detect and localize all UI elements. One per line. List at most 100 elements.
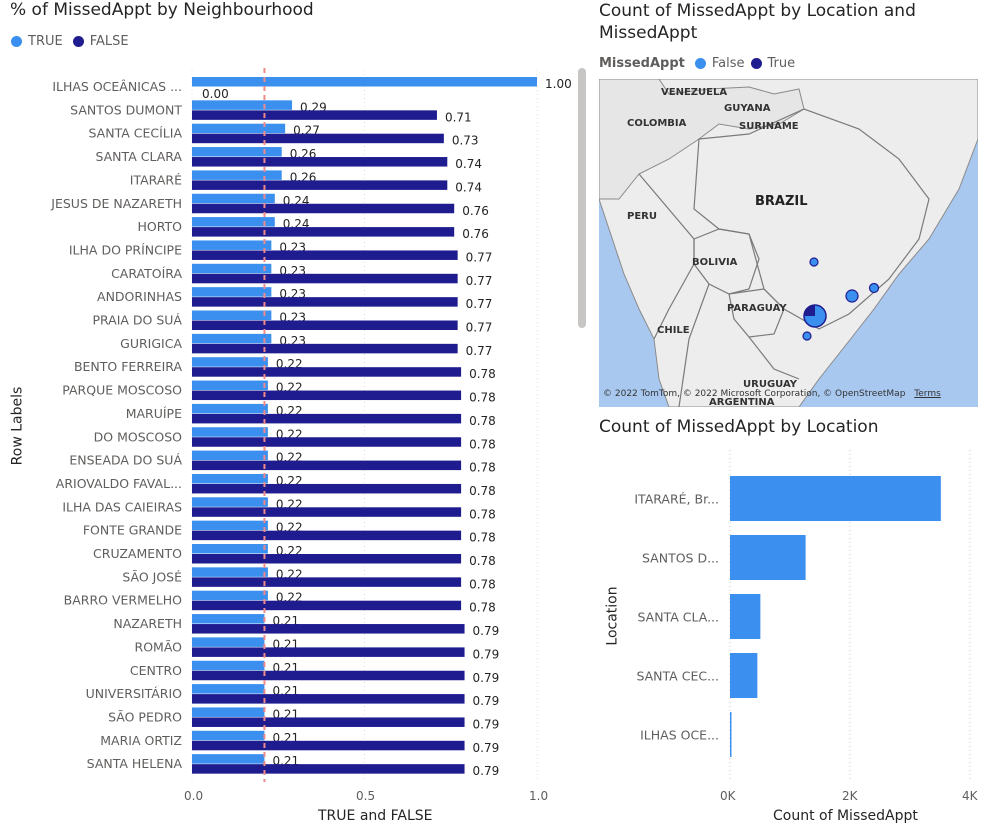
- map-label-venezuela: VENEZUELA: [661, 87, 728, 98]
- map-label-chile: CHILE: [657, 325, 690, 336]
- left-bar-true: [192, 567, 268, 577]
- left-category-label: BARRO VERMELHO: [64, 593, 182, 608]
- left-bar-true: [192, 240, 272, 250]
- left-data-label-false: 0.78: [469, 507, 496, 521]
- left-category-label: SANTA CECÍLIA: [89, 126, 183, 141]
- bubble-santa-clara[interactable]: [868, 282, 880, 294]
- left-data-label-false: 0.79: [473, 624, 500, 638]
- left-data-label-false: 0.77: [466, 297, 493, 311]
- left-bar-true: [192, 380, 268, 391]
- left-category-label: PRAIA DO SUÁ: [92, 313, 182, 328]
- left-data-label-false: 0.79: [473, 741, 500, 755]
- map-terms-link[interactable]: Terms: [914, 389, 941, 399]
- right-bar: [730, 476, 941, 521]
- left-category-label: SANTA HELENA: [87, 756, 183, 771]
- right-xtick-2: 4K: [962, 789, 978, 803]
- left-data-label-false: 0.71: [445, 110, 472, 124]
- left-category-label: HORTO: [138, 219, 183, 234]
- left-data-label-false: 0.74: [455, 180, 482, 194]
- left-category-label: ROMÃO: [135, 639, 183, 654]
- map-legend-false-label: False: [711, 56, 745, 71]
- right-category-label: ITARARÉ, Br...: [634, 492, 719, 507]
- map-copyright-text: © 2022 TomTom, © 2022 Microsoft Corporat…: [603, 389, 906, 399]
- left-bar-false: [192, 483, 462, 494]
- left-category-label: ARIOVALDO FAVAL...: [56, 476, 182, 491]
- left-xtick-1: 0.5: [356, 789, 376, 803]
- left-bar-true: [192, 754, 265, 764]
- left-bar-true: [192, 590, 268, 601]
- right-chart-title: Count of MissedAppt by Location: [599, 417, 879, 437]
- left-bar-false: [192, 413, 462, 424]
- left-chart-scrollbar[interactable]: [578, 68, 586, 328]
- map-label-paraguay: PARAGUAY: [727, 303, 787, 314]
- left-data-label-false: 0.00: [202, 87, 229, 101]
- left-bar-true: [192, 660, 265, 671]
- bubble-santos-dumont[interactable]: [845, 289, 859, 303]
- left-bar-true: [192, 520, 268, 531]
- left-data-label-false: 0.77: [466, 321, 493, 335]
- left-bar-false: [192, 320, 458, 330]
- right-bar: [730, 653, 758, 698]
- left-bar-false: [192, 694, 465, 704]
- map-legend-true-dot: [750, 58, 762, 69]
- left-bar-false: [192, 600, 462, 611]
- left-bar-true: [192, 77, 537, 87]
- left-data-label-false: 0.79: [473, 694, 500, 708]
- left-bar-false: [192, 670, 465, 681]
- left-bar-false: [192, 577, 462, 587]
- left-bar-false: [192, 157, 448, 167]
- bubble-itarare-true-slice: [804, 305, 815, 316]
- left-data-label-false: 0.76: [462, 204, 489, 218]
- left-bar-false: [192, 647, 465, 657]
- bubble-santa-cecilia[interactable]: [809, 257, 819, 267]
- left-bar-true: [192, 217, 275, 227]
- north-countries: [599, 79, 805, 200]
- left-category-label: SANTOS DUMONT: [70, 102, 182, 117]
- bubble-ilhas-oceanicas[interactable]: [802, 331, 812, 341]
- left-data-label-false: 0.78: [469, 484, 496, 498]
- left-category-label: ILHA DO PRÍNCIPE: [69, 242, 182, 257]
- right-bar: [730, 594, 761, 639]
- left-bar-false: [192, 133, 444, 144]
- right-chart-xlabel: Count of MissedAppt: [773, 808, 918, 824]
- left-category-label: CARATOÍRA: [111, 266, 182, 281]
- left-bar-true: [192, 123, 286, 134]
- left-bar-true: [192, 100, 293, 110]
- right-category-label: SANTA CEC...: [636, 669, 719, 684]
- map-label-colombia: COLOMBIA: [627, 118, 687, 129]
- left-category-label: MARUÍPE: [126, 406, 182, 421]
- legend-true-dot: [11, 36, 22, 47]
- left-data-label-false: 0.76: [462, 227, 489, 241]
- left-bar-chart: ILHAS OCEÂNICAS ... 1.00 0.00 SANTOS DUMONT…: [50, 68, 572, 782]
- left-category-label: UNIVERSITÁRIO: [86, 686, 183, 701]
- map-view[interactable]: VENEZUELA GUYANA SURINAME COLOMBIA BRAZI…: [599, 79, 978, 407]
- left-bar-false: [192, 717, 465, 727]
- left-xtick-0: 0.0: [184, 789, 204, 803]
- left-category-label: FONTE GRANDE: [83, 523, 182, 538]
- left-data-label-false: 0.74: [455, 157, 482, 171]
- left-bar-true: [192, 170, 282, 180]
- left-category-label: BENTO FERREIRA: [74, 359, 182, 374]
- left-category-label: ILHAS OCEÂNICAS ...: [52, 79, 182, 94]
- left-category-label: DO MOSCOSO: [94, 429, 182, 444]
- map-legend-true-label: True: [767, 56, 796, 71]
- left-bar-true: [192, 357, 268, 367]
- borders: [638, 173, 800, 407]
- left-bar-true: [192, 614, 265, 624]
- map-label-guyana: GUYANA: [724, 103, 771, 114]
- right-category-label: ILHAS OCE...: [640, 728, 719, 743]
- map-label-peru: PERU: [627, 211, 657, 222]
- left-category-label: MARIA ORTIZ: [100, 733, 182, 748]
- map-legend-false-dot: [694, 58, 706, 69]
- left-data-label-false: 0.78: [469, 414, 496, 428]
- right-xtick-1: 2K: [842, 789, 858, 803]
- left-category-label: CRUZAMENTO: [93, 546, 182, 561]
- right-category-label: SANTOS D...: [642, 551, 719, 566]
- left-bar-true: [192, 263, 272, 274]
- left-bar-false: [192, 507, 462, 517]
- left-bar-false: [192, 624, 465, 634]
- left-bar-false: [192, 297, 458, 307]
- legend-true-label: TRUE: [28, 34, 63, 49]
- legend-false-dot: [72, 36, 84, 47]
- left-category-label: ANDORINHAS: [97, 289, 182, 304]
